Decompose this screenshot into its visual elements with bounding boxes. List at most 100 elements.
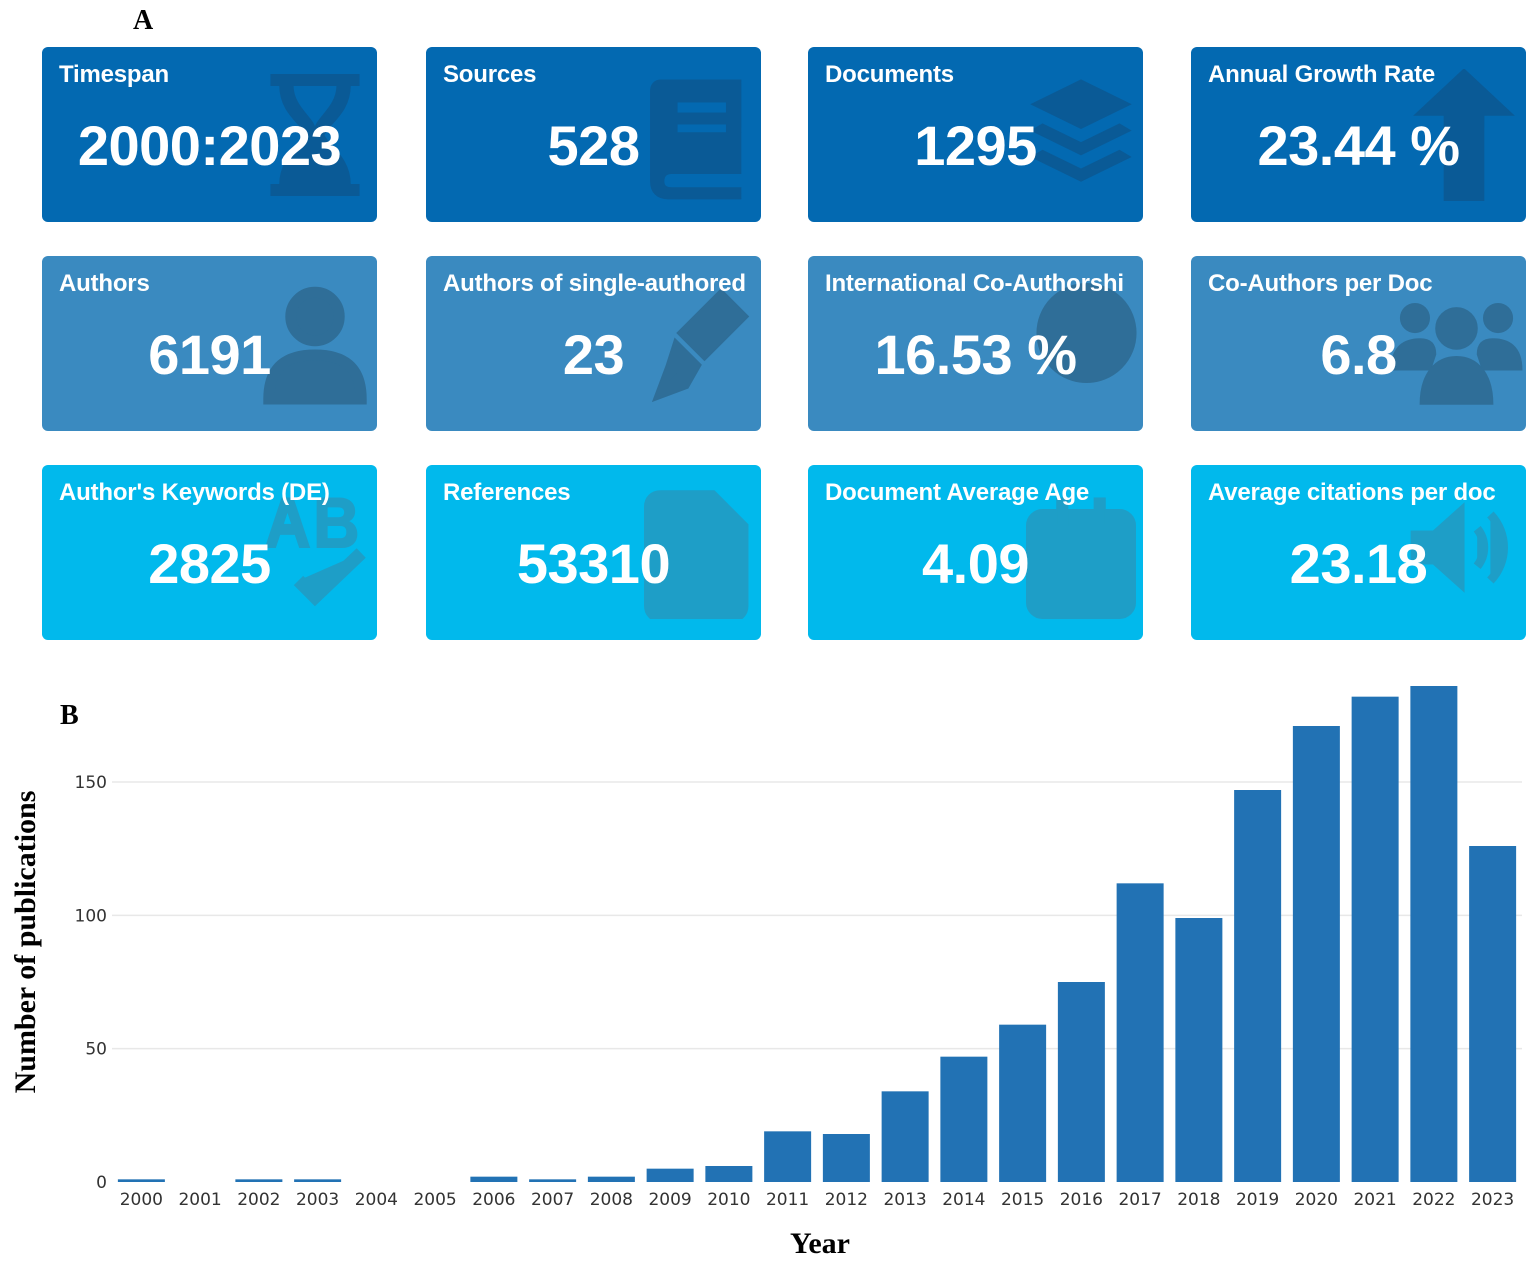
card-document-average-age: Document Average Age 4.09 [808,465,1143,640]
panel-a-label: A [133,5,154,36]
card-title: Timespan [59,61,169,88]
user-icon [259,278,371,410]
grid-lines [112,781,1522,1050]
bar-2006 [470,1176,518,1182]
x-tick-label: 2011 [766,1190,809,1210]
card-value: 6191 [148,323,271,386]
x-tick-label: 2002 [237,1190,280,1210]
bar-2022 [1410,686,1458,1182]
x-tick-label: 2003 [296,1190,339,1210]
y-axis-title: Number of publications [9,791,42,1094]
layers-icon [1025,69,1137,201]
bar-2021 [1351,696,1399,1182]
pen-nib-icon [643,278,755,410]
bar-2017 [1116,883,1164,1182]
x-tick-label: 2001 [178,1190,221,1210]
bar-2008 [587,1176,635,1182]
card-international-coauthorship: International Co-Authorshi 16.53 % [808,256,1143,431]
x-tick-label: 2015 [1001,1190,1044,1210]
card-value: 16.53 % [874,323,1078,386]
y-tick-label: 50 [85,1040,107,1060]
bar-2020 [1292,726,1340,1182]
bar-2015 [999,1024,1047,1182]
x-tick-label: 2021 [1353,1190,1396,1210]
bar-2009 [646,1168,694,1182]
card-value: 23.44 % [1257,114,1461,177]
card-title: Average citations per doc [1208,479,1496,506]
spell-check-icon [259,487,371,619]
card-single-authored: Authors of single-authored 23 [426,256,761,431]
x-tick-label: 2017 [1118,1190,1161,1210]
card-value: 23.18 [1289,532,1428,595]
x-tick-label: 2022 [1412,1190,1455,1210]
card-documents: Documents 1295 [808,47,1143,222]
y-tick-labels: 0 50 100 150 [75,773,107,1193]
x-tick-label: 2012 [825,1190,868,1210]
x-tick-label: 2009 [648,1190,691,1210]
card-sources: Sources 528 [426,47,761,222]
card-authors-keywords: Author's Keywords (DE) 2825 [42,465,377,640]
calendar-icon [1025,487,1137,619]
x-tick-label: 2004 [355,1190,398,1210]
book-icon [643,69,755,201]
card-title: References [443,479,571,506]
card-title: Authors of single-authored [443,270,746,297]
bar-2018 [1175,918,1223,1182]
x-tick-label: 2006 [472,1190,515,1210]
x-axis-title: Year [790,1227,850,1260]
card-average-citations: Average citations per doc 23.18 [1191,465,1526,640]
arrow-up-icon [1408,68,1520,202]
card-title: Author's Keywords (DE) [59,479,330,506]
x-tick-label: 2016 [1060,1190,1103,1210]
card-value: 528 [547,114,640,177]
card-coauthors-per-doc: Co-Authors per Doc 6.8 [1191,256,1526,431]
bar-2014 [940,1056,988,1182]
bar-2013 [881,1091,929,1182]
bar-2012 [822,1134,870,1182]
x-tick-label: 2000 [120,1190,163,1210]
bar-2023 [1469,846,1517,1182]
card-authors: Authors 6191 [42,256,377,431]
card-value: 2825 [148,532,271,595]
publications-bar-chart: 0 50 100 150 2000 2001 2002 2003 2004 2005 2006 20… [9,686,1522,1260]
users-icon [1389,278,1524,410]
card-value: 4.09 [922,532,1030,595]
y-tick-label: 0 [96,1173,107,1193]
bar-2016 [1057,982,1105,1182]
bar-2011 [764,1131,812,1182]
x-tick-label: 2010 [707,1190,750,1210]
card-value: 1295 [914,114,1037,177]
card-title: Annual Growth Rate [1208,61,1436,88]
x-tick-label: 2020 [1295,1190,1338,1210]
y-tick-label: 150 [75,773,107,793]
card-value: 53310 [516,532,671,595]
card-value: 6.8 [1320,323,1397,386]
bar-2000 [117,1179,165,1182]
panel-b-label: B [60,700,79,731]
card-title: Document Average Age [825,479,1090,506]
x-tick-label: 2018 [1177,1190,1220,1210]
bar-2019 [1234,790,1282,1182]
bar-2003 [294,1179,342,1182]
bar-2002 [235,1179,283,1182]
x-tick-labels: 2000 2001 2002 2003 2004 2005 2006 2007 2008 2009… [120,1190,1515,1210]
file-icon [643,487,755,623]
card-timespan: Timespan 2000:2023 [42,47,377,222]
globe-icon [1025,278,1137,410]
card-annual-growth-rate: Annual Growth Rate 23.44 % [1191,47,1526,222]
x-tick-label: 2023 [1471,1190,1514,1210]
x-tick-label: 2013 [883,1190,926,1210]
x-tick-label: 2019 [1236,1190,1279,1210]
x-tick-label: 2007 [531,1190,574,1210]
y-tick-label: 100 [75,906,107,926]
card-title: Documents [825,61,954,88]
card-title: Co-Authors per Doc [1208,270,1433,297]
card-value: 23 [562,323,625,386]
card-title: International Co-Authorshi [825,270,1124,297]
card-value: 2000:2023 [77,114,342,177]
x-tick-label: 2005 [413,1190,456,1210]
volume-icon [1408,487,1520,619]
bars [117,686,1517,1182]
card-title: Sources [443,61,537,88]
hourglass-icon [259,69,371,201]
